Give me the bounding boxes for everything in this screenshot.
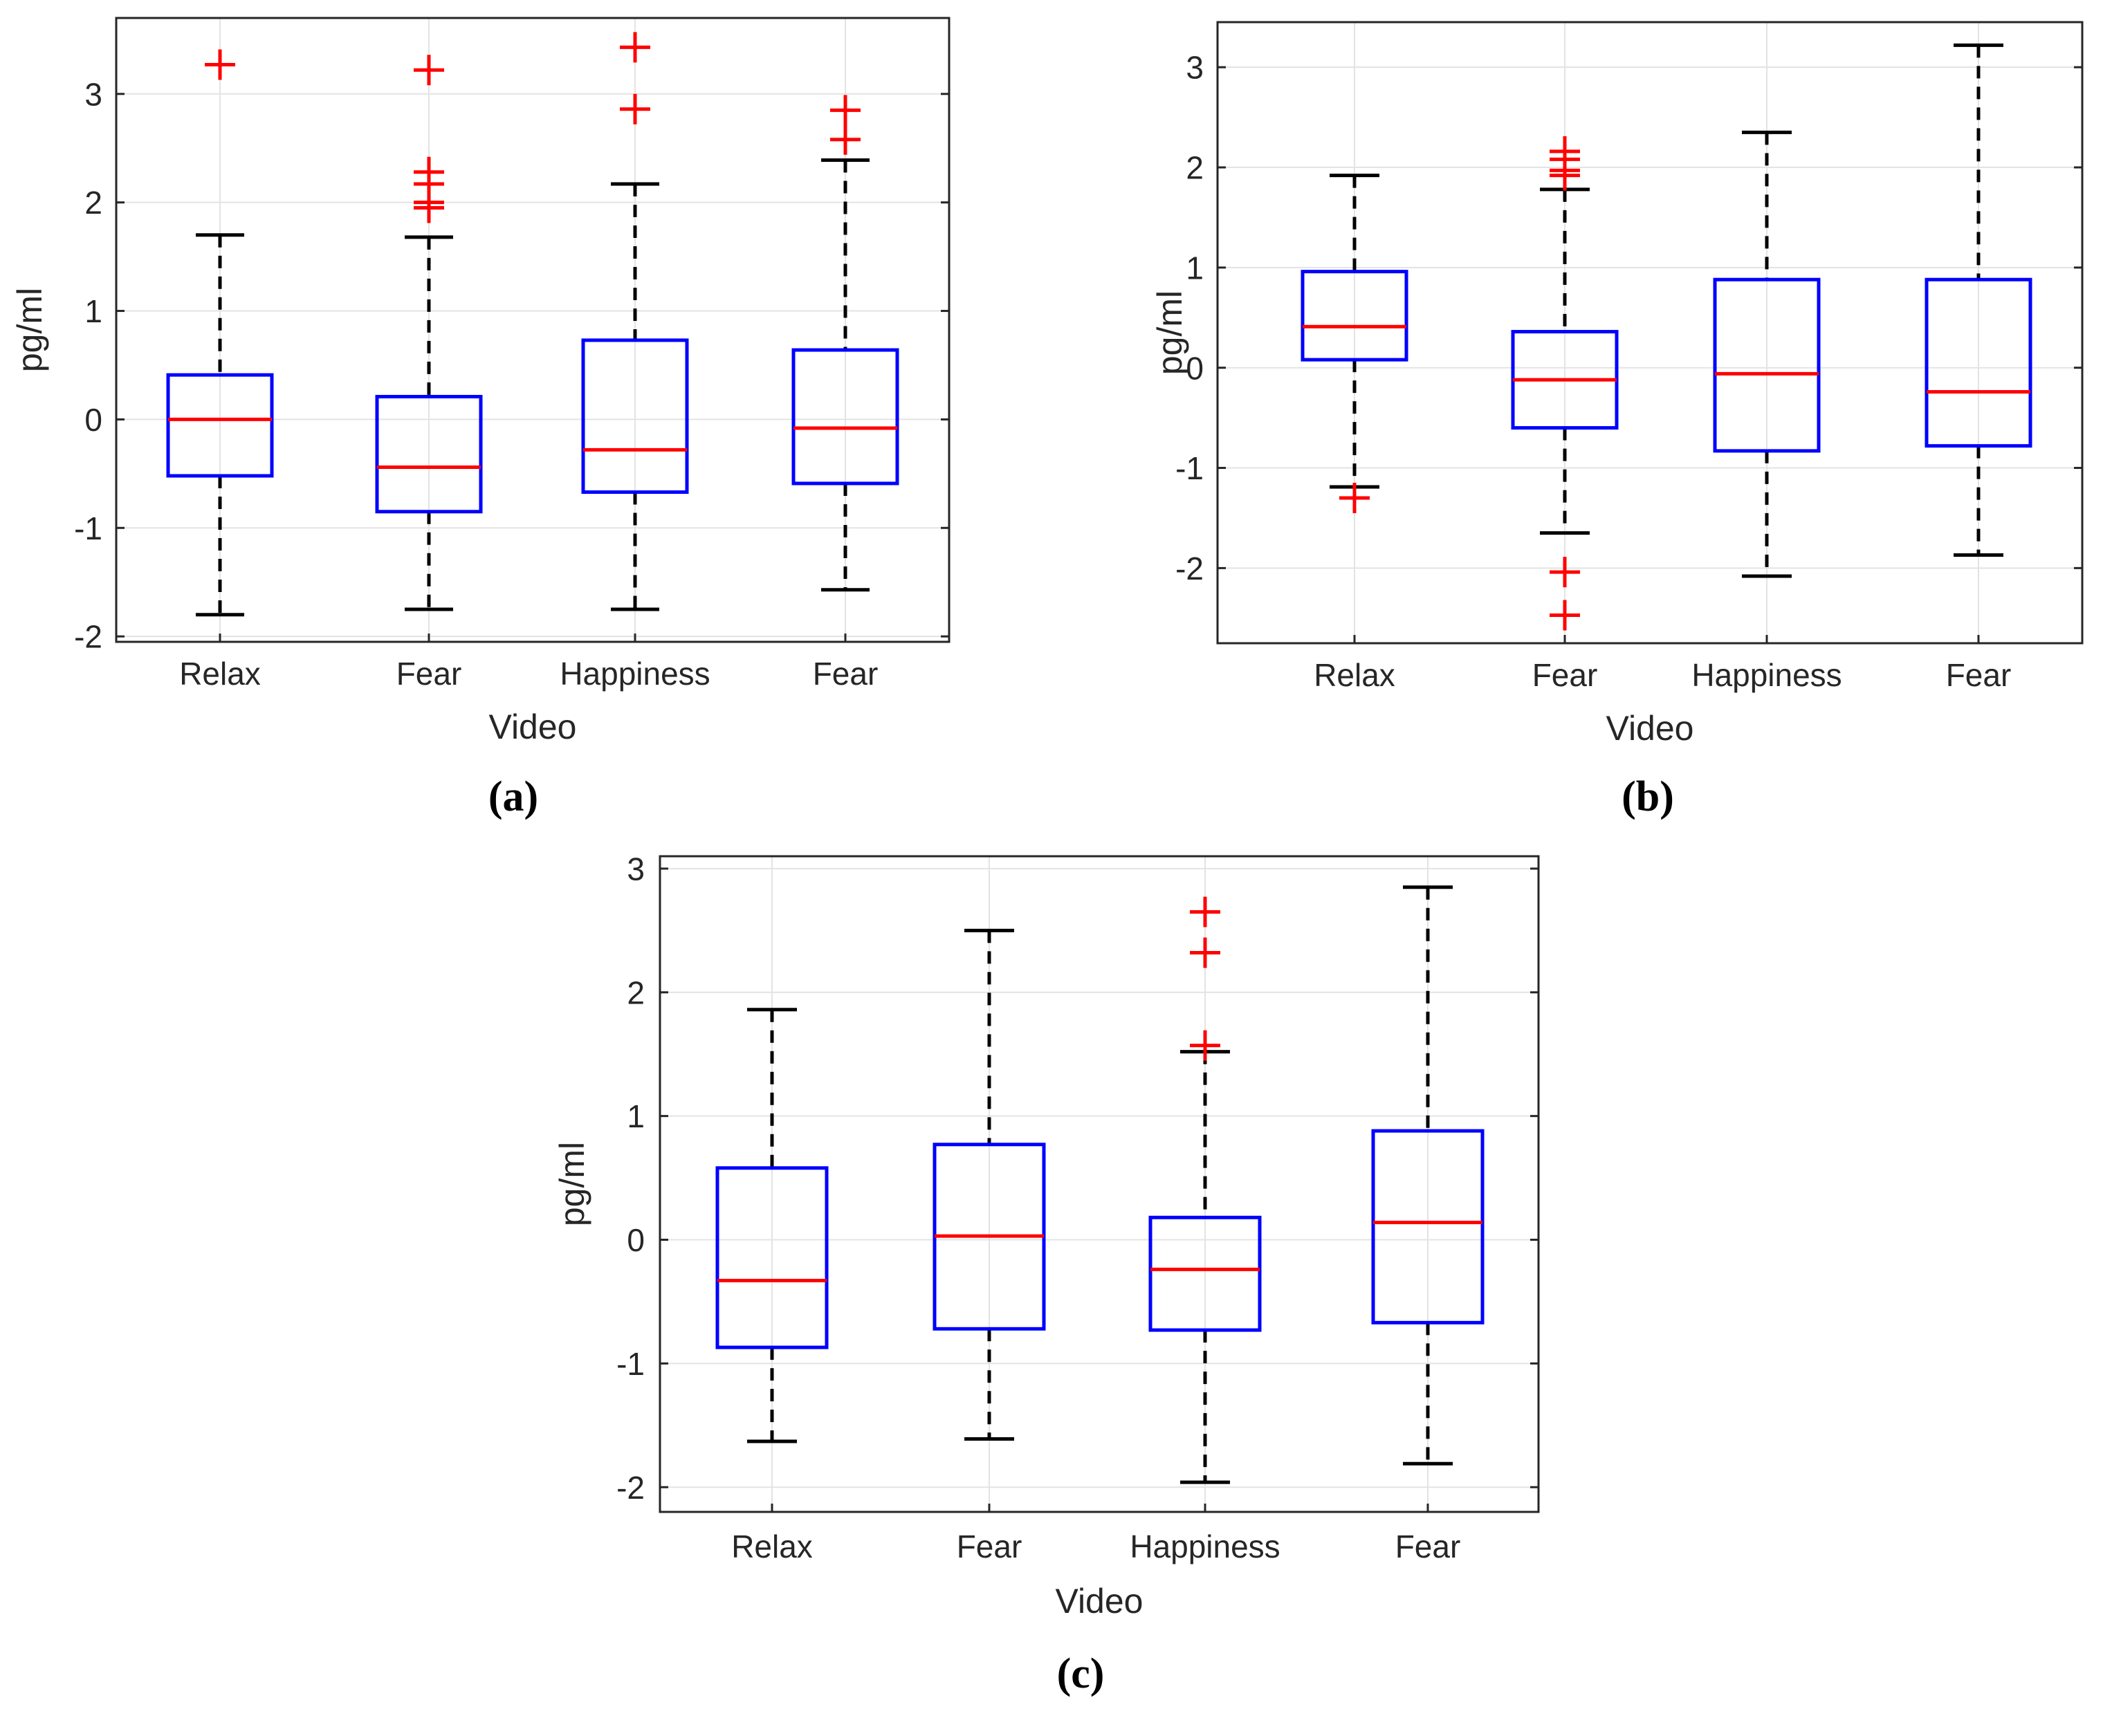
plot-area [116,18,949,642]
x-tick-label: Fear [957,1529,1022,1564]
y-tick-label: -1 [1175,450,1204,486]
x-axis-label: Video [1606,709,1694,748]
y-tick-label: 1 [84,293,102,329]
y-tick-label: -1 [616,1346,645,1382]
y-tick-label: 3 [1186,50,1204,86]
panel-c: -2 -1 0 1 2 3 Relax Fear Happiness Fear Video pg/ml… [553,851,1540,1697]
x-tick-label: Relax [179,656,261,692]
outlier-marker [1190,896,1220,927]
y-axis-label: pg/ml [10,288,49,372]
iqr-box [791,348,899,486]
iqr-box [1713,277,1821,453]
y-tick-label: 1 [1186,250,1204,286]
box-3 [581,32,689,611]
y-tick-label: -2 [1175,551,1204,587]
y-tick-label: 1 [627,1098,645,1134]
box-3 [1148,896,1262,1484]
outlier-marker [1550,600,1580,631]
x-tick-label: Fear [396,656,462,692]
box-2 [375,55,483,611]
y-axis-label: pg/ml [1150,290,1189,375]
x-tick-label: Relax [1314,657,1395,693]
plot-area [660,856,1539,1512]
y-tick-label: -2 [616,1470,645,1506]
x-tick-label: Fear [1395,1529,1461,1564]
outlier-marker [1550,557,1580,588]
iqr-box [1925,277,2032,448]
y-tick-label: 3 [627,851,645,887]
outlier-marker [620,32,650,63]
outlier-marker [830,95,861,126]
box-2 [1511,136,1619,631]
iqr-box [375,394,483,514]
x-axis-label: Video [489,708,577,746]
y-tick-label: -2 [74,619,102,655]
outlier-marker [1550,160,1580,191]
outlier-marker [1339,482,1370,513]
x-tick-label: Fear [1532,657,1598,693]
x-axis-label: Video [1056,1582,1144,1620]
outlier-marker [620,93,650,124]
y-axis-label: pg/ml [553,1142,591,1226]
outlier-marker [830,124,861,155]
box-4 [791,95,899,592]
outlier-marker [205,49,235,80]
y-tick-label: 0 [1186,350,1204,386]
outlier-marker [1190,1030,1220,1061]
box-4 [1371,885,1485,1466]
box-3 [1713,130,1821,578]
iqr-box [166,373,274,478]
y-tick-label: 2 [84,185,102,221]
x-tick-label: Happiness [560,656,710,692]
y-tick-label: 3 [84,76,102,112]
panel-label: (c) [1057,1650,1105,1697]
box-4 [1925,43,2032,557]
panel-label: (a) [488,773,538,820]
x-tick-label: Relax [731,1529,813,1564]
panel-a: -2 -1 0 1 2 3 Relax Fear Happiness Fear Video pg/ml… [10,17,951,820]
x-tick-label: Fear [1946,657,2012,693]
axes-frame [1216,21,2084,645]
y-tick-label: 2 [1186,150,1204,186]
iqr-box [715,1166,829,1349]
box-2 [933,928,1046,1441]
outlier-marker [414,192,444,223]
iqr-box [1301,270,1408,362]
panel-label: (b) [1622,773,1674,820]
x-tick-label: Happiness [1691,657,1842,693]
x-tick-label: Fear [813,656,879,692]
iqr-box [1371,1129,1485,1324]
box-1 [166,49,274,617]
outlier-marker [1190,937,1220,968]
y-tick-label: 0 [627,1222,645,1258]
iqr-box [1148,1215,1262,1332]
y-tick-label: 0 [84,402,102,438]
y-tick-label: -1 [74,510,102,546]
iqr-box [581,338,689,495]
plot-area [1218,22,2082,643]
axes-frame [659,855,1540,1513]
y-tick-label: 2 [627,975,645,1010]
box-1 [715,1008,829,1443]
axes-frame [115,17,951,643]
outlier-marker [414,55,444,86]
box-1 [1301,174,1408,513]
x-tick-label: Happiness [1130,1529,1280,1564]
